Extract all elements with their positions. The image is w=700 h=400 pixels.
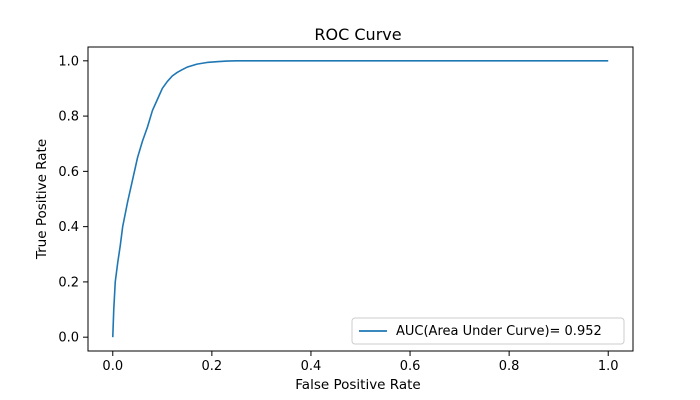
y-tick-label: 0.8	[58, 110, 79, 125]
y-axis-ticks: 0.0 0.2 0.4 0.6 0.8 1.0	[58, 54, 88, 346]
x-tick-label: 0.6	[400, 359, 421, 374]
x-axis-label: False Positive Rate	[295, 377, 420, 393]
x-tick-label: 0.2	[202, 359, 223, 374]
y-tick-label: 0.6	[58, 165, 79, 180]
roc-curve-line	[111, 60, 609, 338]
x-tick-label: 0.8	[499, 359, 520, 374]
chart-title: ROC Curve	[314, 25, 401, 44]
legend-box	[351, 317, 625, 345]
y-tick-label: 0.0	[58, 331, 79, 346]
y-tick-label: 0.2	[58, 275, 79, 290]
x-axis-ticks: 0.0 0.2 0.4 0.6 0.8 1.0	[102, 351, 619, 374]
legend: AUC(Area Under Curve)= 0.952	[351, 317, 625, 345]
legend-label: AUC(Area Under Curve)= 0.952	[396, 324, 602, 339]
plot-area	[87, 46, 634, 352]
plot-frame	[87, 46, 634, 352]
y-axis-label: True Positive Rate	[34, 139, 50, 260]
x-tick-label: 0.4	[301, 359, 322, 374]
y-tick-label: 0.4	[58, 220, 79, 235]
x-tick-label: 0.0	[102, 359, 123, 374]
x-tick-label: 1.0	[598, 359, 619, 374]
y-tick-label: 1.0	[58, 54, 79, 69]
